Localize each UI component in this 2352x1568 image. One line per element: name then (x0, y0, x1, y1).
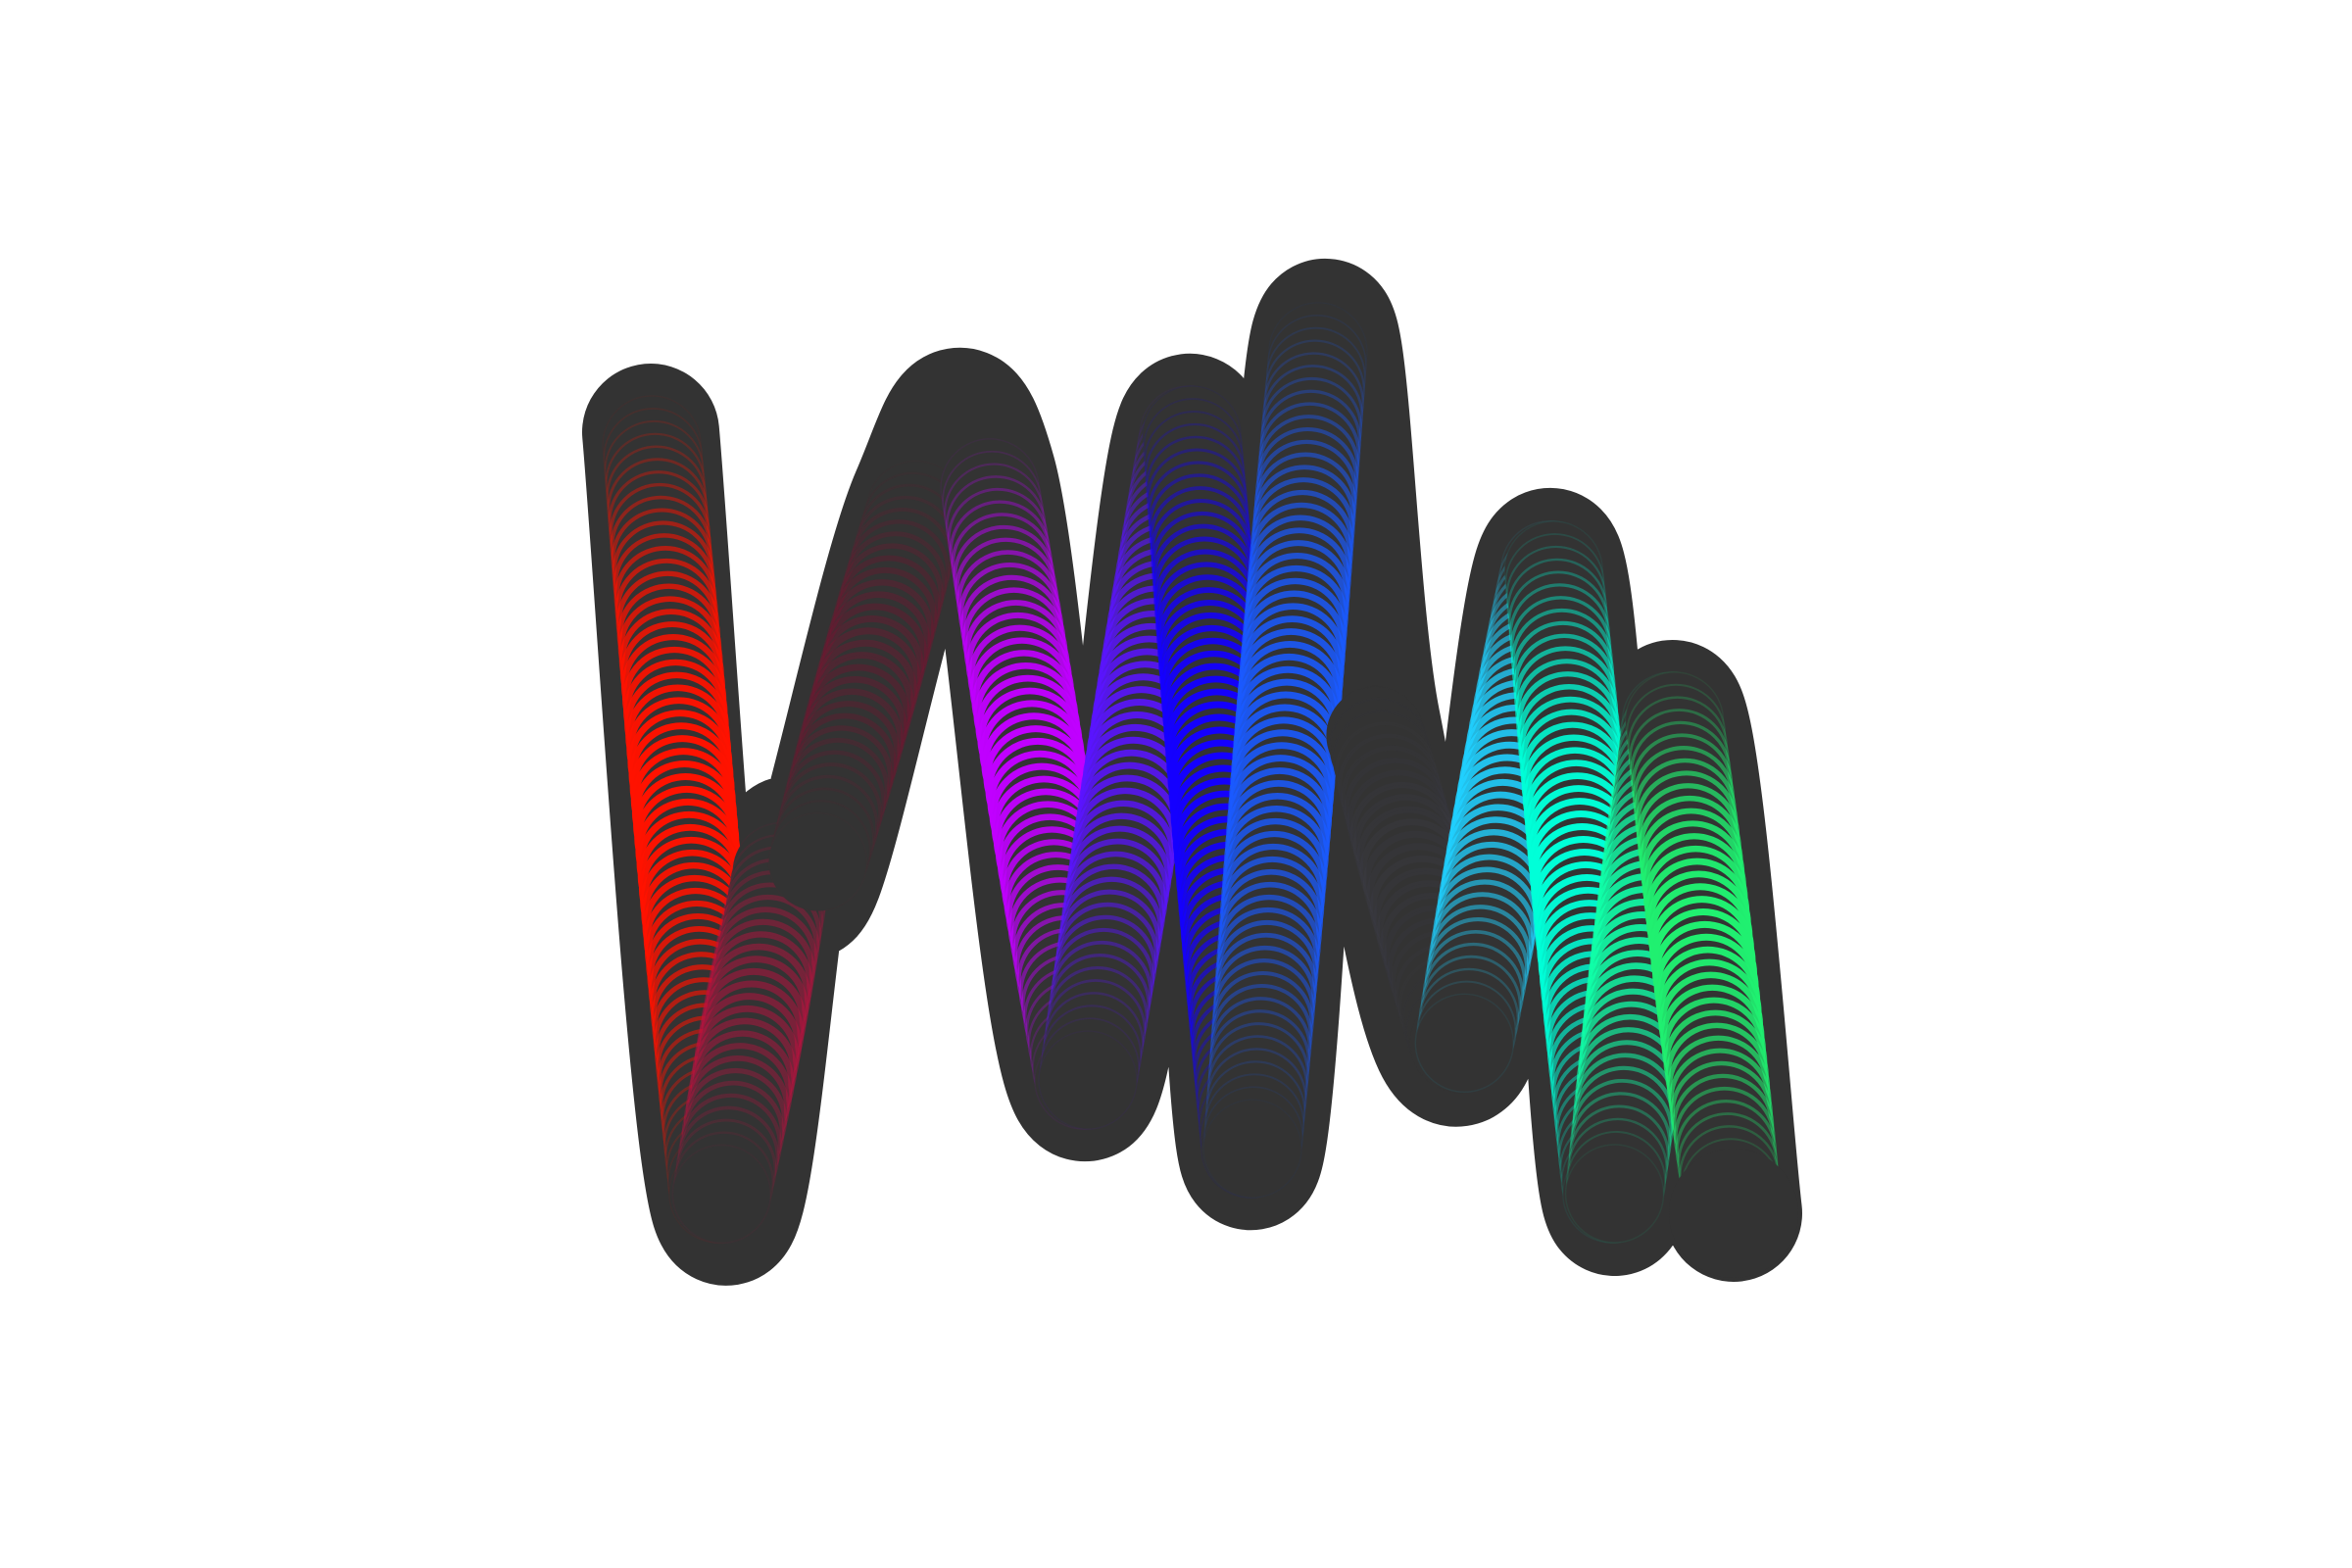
colored-ring (768, 812, 867, 911)
colored-ring (1202, 1099, 1302, 1199)
colored-ring (1564, 1144, 1665, 1244)
end-dot (1669, 1149, 1798, 1278)
colored-ring (1038, 1030, 1138, 1130)
colored-ring-stacks (602, 302, 1798, 1278)
colored-ring (1414, 993, 1515, 1094)
colored-ring (671, 1144, 772, 1245)
